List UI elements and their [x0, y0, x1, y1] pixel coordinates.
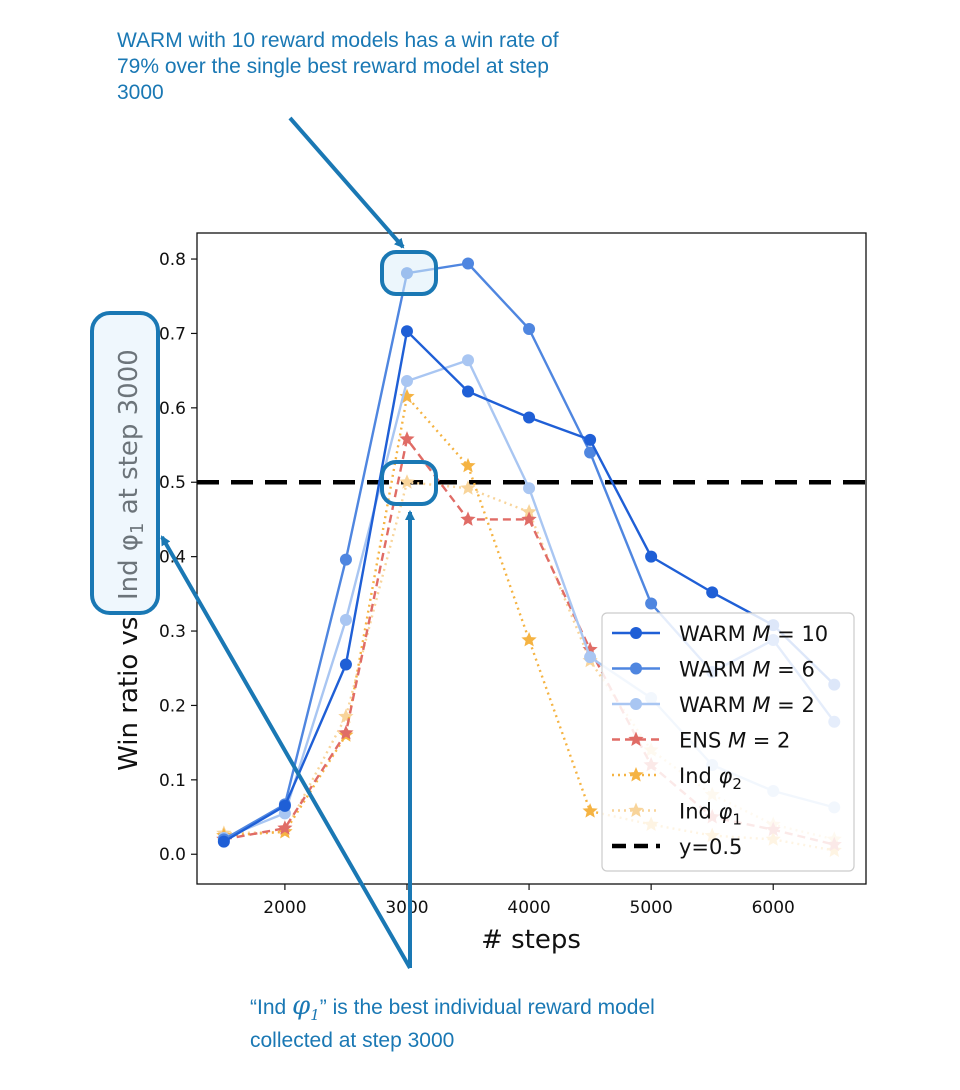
legend-entry-label: WARM M = 6 — [679, 658, 815, 682]
data-point — [339, 658, 352, 671]
data-point — [521, 632, 537, 647]
legend-box — [601, 612, 855, 872]
data-point — [399, 474, 415, 489]
data-point — [339, 613, 352, 626]
y-tick-label: 0.2 — [159, 696, 186, 716]
data-point — [584, 446, 597, 459]
legend-entry-label: Ind φ1 — [679, 800, 742, 829]
data-point — [523, 322, 536, 335]
data-point — [584, 651, 597, 664]
bottom-annotation-phi: φ1 — [292, 991, 320, 1025]
data-point — [400, 375, 413, 388]
legend-entry-label: ENS M = 2 — [679, 729, 790, 753]
y-axis-label-suffix: at step 3000 — [114, 349, 144, 522]
x-axis-label: # steps — [481, 925, 581, 955]
legend-marker — [630, 627, 642, 639]
data-point — [645, 597, 658, 610]
bottom-annotation-phi-letter: φ — [292, 991, 311, 1021]
ind-phi1-highlight-box — [380, 460, 438, 506]
y-tick-label: 0.0 — [159, 845, 186, 865]
data-point — [582, 803, 598, 818]
bottom-annotation-rest: ” is the best individual reward model co… — [250, 996, 655, 1053]
data-point — [460, 480, 476, 495]
data-point — [462, 385, 475, 398]
y-axis-label-group: Win ratio vs. Ind φ1 at step 3000 — [114, 349, 148, 771]
y-tick-label: 0.1 — [159, 771, 186, 791]
y-axis-label-sub: 1 — [127, 523, 148, 534]
x-tick-label: 2000 — [263, 898, 306, 918]
x-tick-label: 3000 — [385, 898, 428, 918]
series-0 — [217, 325, 841, 848]
x-tick-label: 6000 — [752, 898, 795, 918]
data-point — [523, 482, 536, 495]
y-tick-label: 0.7 — [159, 324, 186, 344]
y-tick-label: 0.6 — [159, 399, 186, 419]
y-tick-label: 0.3 — [159, 622, 186, 642]
data-point — [460, 457, 476, 473]
data-point — [584, 433, 597, 446]
top-annotation-arrow — [288, 116, 405, 249]
top-point-highlight-box — [380, 250, 438, 296]
data-point — [645, 550, 658, 563]
legend-marker — [628, 731, 644, 746]
x-tick-label: 5000 — [630, 898, 673, 918]
y-tick-label: 0.5 — [159, 473, 186, 493]
data-point — [462, 257, 475, 270]
data-point — [521, 504, 537, 519]
bottom-annotation-arrow-left — [160, 535, 412, 969]
legend-entry-label: WARM M = 2 — [679, 693, 815, 717]
legend-marker — [628, 767, 644, 782]
data-point — [523, 411, 536, 424]
legend-entry-label: y=0.5 — [679, 835, 742, 859]
y-axis-label: Win ratio vs. Ind φ1 at step 3000 — [114, 349, 148, 771]
data-point — [339, 553, 352, 566]
data-point — [400, 325, 413, 338]
y-axis-label-highlight: Ind φ — [114, 534, 144, 600]
data-point — [277, 820, 293, 835]
y-label-highlight-box — [90, 311, 160, 615]
legend-marker — [628, 802, 644, 817]
bottom-annotation-ind: Ind — [257, 996, 293, 1019]
bottom-annotation-open-quote: “ — [250, 996, 257, 1019]
y-axis-label-prefix: Win ratio vs. — [114, 600, 144, 771]
legend-entry-label: WARM M = 10 — [679, 622, 828, 646]
data-point — [338, 725, 354, 740]
top-annotation: WARM with 10 reward models has a win rat… — [117, 29, 559, 104]
y-tick-label: 0.8 — [159, 250, 186, 270]
bottom-annotation: “Ind φ1” is the best individual reward m… — [250, 993, 690, 1054]
legend-marker — [630, 662, 642, 675]
x-tick-label: 4000 — [507, 898, 550, 918]
data-point — [460, 511, 476, 526]
data-point — [217, 835, 230, 848]
data-point — [462, 354, 475, 367]
data-point — [521, 511, 537, 526]
legend-marker — [630, 698, 642, 710]
data-point — [278, 799, 291, 812]
legend-entry-label: Ind φ2 — [679, 764, 742, 793]
data-point — [399, 431, 415, 446]
data-point — [706, 586, 719, 599]
bottom-annotation-phi-sub: 1 — [310, 1006, 320, 1025]
